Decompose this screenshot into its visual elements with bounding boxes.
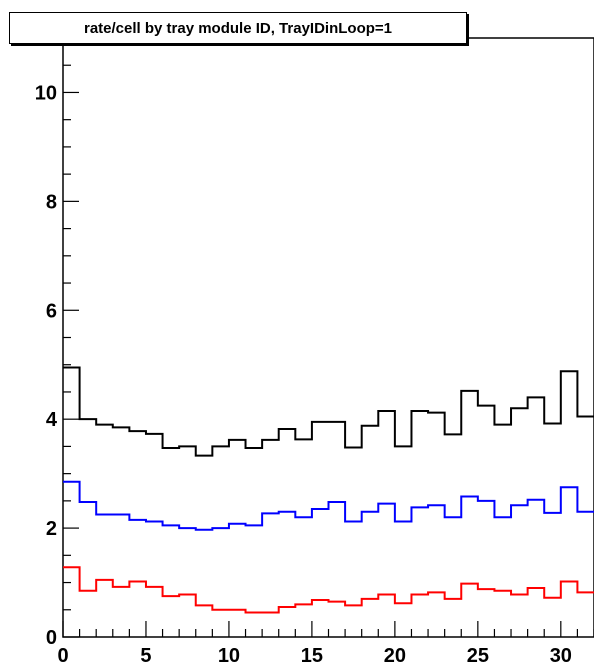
chart-title: rate/cell by tray module ID, TrayIDinLoo…: [83, 19, 392, 37]
histogram-series-1: [63, 480, 594, 531]
histogram-series-2: [63, 566, 594, 614]
x-tick-label: 0: [57, 645, 68, 666]
histogram-series-0: [63, 366, 594, 457]
series-layer: [63, 366, 594, 614]
x-axis: 0 5 10 15 20 25 30: [57, 621, 594, 666]
y-tick-label: 2: [46, 518, 57, 540]
x-tick-label: 25: [467, 645, 489, 666]
x-tick-label: 5: [140, 645, 151, 666]
y-axis: 0 2 4 6 8 10: [35, 37, 79, 649]
x-tick-label: 20: [384, 645, 406, 666]
x-tick-label: 30: [550, 645, 572, 666]
x-tick-label: 15: [301, 645, 323, 666]
plot-frame: [62, 37, 594, 638]
chart-title-box: rate/cell by tray module ID, TrayIDinLoo…: [9, 12, 467, 44]
y-tick-label: 8: [46, 191, 57, 213]
y-tick-label: 6: [46, 300, 57, 322]
x-tick-label: 10: [218, 645, 240, 666]
y-tick-label: 0: [46, 627, 57, 649]
y-tick-label: 10: [35, 82, 57, 104]
y-tick-label: 4: [46, 409, 58, 431]
